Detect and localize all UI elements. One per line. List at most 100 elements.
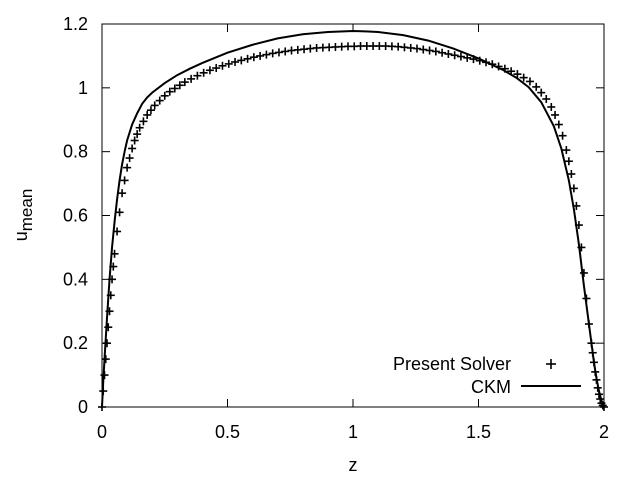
present-solver-point xyxy=(123,163,132,172)
present-solver-point xyxy=(592,375,601,384)
present-solver-point xyxy=(558,131,567,140)
present-solver-point xyxy=(475,56,484,65)
present-solver-point xyxy=(115,208,124,217)
present-solver-point xyxy=(582,294,591,303)
present-solver-point xyxy=(193,71,202,80)
present-solver-point xyxy=(108,275,117,284)
series-present-solver xyxy=(98,42,608,411)
x-tick-label: 2 xyxy=(599,422,609,442)
present-solver-point xyxy=(542,95,551,104)
present-solver-point xyxy=(525,77,534,86)
present-solver-point xyxy=(494,62,503,71)
present-solver-point xyxy=(103,339,112,348)
present-solver-point xyxy=(262,50,271,59)
present-solver-point xyxy=(588,348,597,357)
legend-label-ckm: CKM xyxy=(471,377,511,397)
present-solver-point xyxy=(425,46,434,55)
present-solver-point xyxy=(125,154,134,163)
present-solver-point xyxy=(554,120,563,129)
present-solver-point xyxy=(243,54,252,63)
present-solver-point xyxy=(143,110,152,119)
x-tick-label: 1.5 xyxy=(466,422,491,442)
present-solver-point xyxy=(562,146,571,155)
present-solver-point xyxy=(500,64,509,73)
present-solver-point xyxy=(574,221,583,230)
x-tick-label: 0.5 xyxy=(215,422,240,442)
present-solver-point xyxy=(594,390,603,399)
present-solver-point xyxy=(212,64,221,73)
present-solver-point xyxy=(180,78,189,87)
x-tick-label: 0 xyxy=(97,422,107,442)
present-solver-point xyxy=(128,144,137,153)
present-solver-point xyxy=(519,73,528,82)
present-solver-point xyxy=(110,249,119,258)
present-solver-point xyxy=(589,358,598,367)
present-solver-point xyxy=(205,66,214,75)
present-solver-point xyxy=(593,383,602,392)
present-solver-point xyxy=(105,307,114,316)
present-solver-point xyxy=(150,101,159,110)
present-solver-point xyxy=(598,401,607,410)
y-tick-label: 0.2 xyxy=(63,333,88,353)
present-solver-point xyxy=(456,52,465,61)
present-solver-point xyxy=(101,355,110,364)
tick-labels: 0 0.5 1 1.5 2 0 0.2 0.4 0.6 0.8 1 1.2 xyxy=(63,14,609,442)
present-solver-point xyxy=(482,58,491,67)
present-solver-point xyxy=(419,45,428,54)
present-solver-point xyxy=(413,44,422,53)
present-solver-point xyxy=(268,49,277,58)
present-solver-point xyxy=(569,184,578,193)
present-solver-point xyxy=(463,53,472,62)
y-axis-label-group: umean xyxy=(11,189,36,242)
present-solver-point xyxy=(187,74,196,83)
y-tick-label: 0 xyxy=(78,397,88,417)
y-axis-label: umean xyxy=(11,189,36,242)
present-solver-point xyxy=(113,227,122,236)
present-solver-point xyxy=(577,243,586,252)
y-tick-label: 0.6 xyxy=(63,206,88,226)
present-solver-point xyxy=(170,84,179,93)
y-axis-label-main: u xyxy=(11,231,31,241)
present-solver-point xyxy=(104,323,113,332)
present-solver-point xyxy=(256,51,265,60)
present-solver-point xyxy=(146,106,155,115)
legend-marker-plus xyxy=(546,359,556,369)
present-solver-point xyxy=(547,102,556,111)
present-solver-point xyxy=(98,403,106,411)
present-solver-point xyxy=(551,110,560,119)
present-solver-point xyxy=(281,47,290,56)
present-solver-point xyxy=(249,53,258,62)
present-solver-point xyxy=(224,59,233,68)
legend-label-present-solver: Present Solver xyxy=(393,354,511,374)
present-solver-point xyxy=(274,48,283,57)
present-solver-point xyxy=(587,339,596,348)
present-solver-point xyxy=(237,56,246,65)
present-solver-point xyxy=(564,157,573,166)
y-tick-label: 0.4 xyxy=(63,269,88,289)
y-tick-label: 1.2 xyxy=(63,14,88,34)
present-solver-point xyxy=(118,189,127,198)
present-solver-point xyxy=(165,87,174,96)
present-solver-point xyxy=(469,55,478,64)
present-solver-point xyxy=(591,367,600,376)
present-solver-point xyxy=(600,403,608,411)
present-solver-point xyxy=(133,130,142,139)
x-axis-label: z xyxy=(349,455,358,475)
present-solver-point xyxy=(120,176,129,185)
present-solver-point xyxy=(106,291,115,300)
y-axis-label-subscript: mean xyxy=(17,189,36,232)
present-solver-point xyxy=(579,268,588,277)
present-solver-point xyxy=(139,117,148,126)
present-solver-point xyxy=(218,61,227,70)
present-solver-point xyxy=(99,387,108,396)
y-tick-label: 0.8 xyxy=(63,142,88,162)
present-solver-point xyxy=(175,81,184,90)
present-solver-point xyxy=(584,320,593,329)
present-solver-point xyxy=(109,262,118,271)
present-solver-point xyxy=(438,48,447,57)
present-solver-point xyxy=(450,51,459,60)
present-solver-point xyxy=(431,47,440,56)
present-solver-point xyxy=(596,395,605,404)
present-solver-point xyxy=(231,57,240,66)
